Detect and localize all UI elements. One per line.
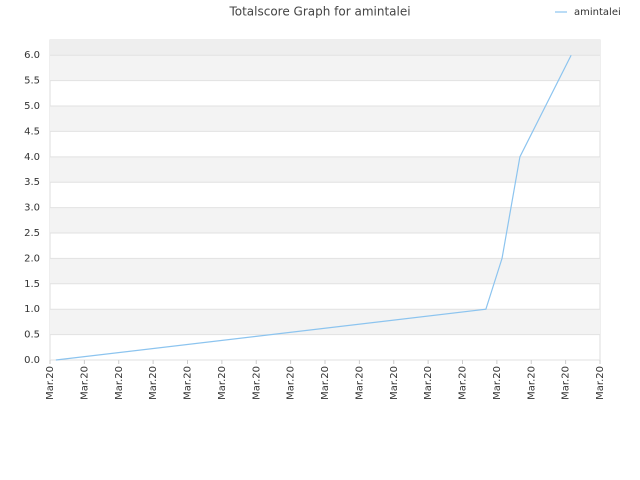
y-tick-label: 2.0 — [24, 253, 40, 264]
y-tick-label: 4.5 — [24, 126, 40, 137]
y-tick-label: 0.0 — [24, 355, 40, 366]
x-tick-label: Mar.20 — [286, 366, 297, 400]
x-tick-label: Mar.20 — [492, 366, 503, 400]
y-tick-label: 1.0 — [24, 304, 40, 315]
x-tick-label: Mar.20 — [526, 366, 537, 400]
legend-label: amintalei — [574, 7, 621, 18]
x-tick-label: Mar.20 — [320, 366, 331, 400]
y-tick-label: 4.0 — [24, 152, 40, 163]
y-tick-label: 3.0 — [24, 203, 40, 214]
y-tick-label: 6.0 — [24, 50, 40, 61]
grid-band — [50, 55, 600, 81]
x-tick-label: Mar.20 — [354, 366, 365, 400]
x-tick-label: Mar.20 — [217, 366, 228, 400]
chart-title: Totalscore Graph for amintalei — [228, 5, 410, 19]
y-tick-label: 1.5 — [24, 279, 40, 290]
plot-area — [49, 39, 601, 361]
grid-band — [50, 106, 600, 132]
y-tick-label: 0.5 — [24, 330, 40, 341]
x-tick-label: Mar.20 — [561, 366, 572, 400]
grid-band — [50, 40, 600, 56]
grid-band — [50, 309, 600, 335]
x-tick-label: Mar.20 — [183, 366, 194, 400]
y-tick-label: 5.5 — [24, 76, 40, 87]
x-tick-label: Mar.20 — [595, 366, 606, 400]
x-tick-label: Mar.20 — [423, 366, 434, 400]
grid-band — [50, 156, 600, 183]
line — [55, 54, 572, 361]
y-tick-label: 2.5 — [24, 228, 40, 239]
x-tick-label: Mar.20 — [79, 366, 90, 400]
x-tick-label: Mar.20 — [114, 366, 125, 400]
grid-band — [50, 207, 600, 234]
x-tick-label: Mar.20 — [148, 366, 159, 400]
x-tick-label: Mar.20 — [251, 366, 262, 400]
x-tick-label: Mar.20 — [458, 366, 469, 400]
x-tick-label: Mar.20 — [45, 366, 56, 400]
x-tick-label: Mar.20 — [389, 366, 400, 400]
grid-band — [50, 258, 600, 284]
y-tick-label: 3.5 — [24, 177, 40, 188]
y-tick-label: 5.0 — [24, 101, 40, 112]
